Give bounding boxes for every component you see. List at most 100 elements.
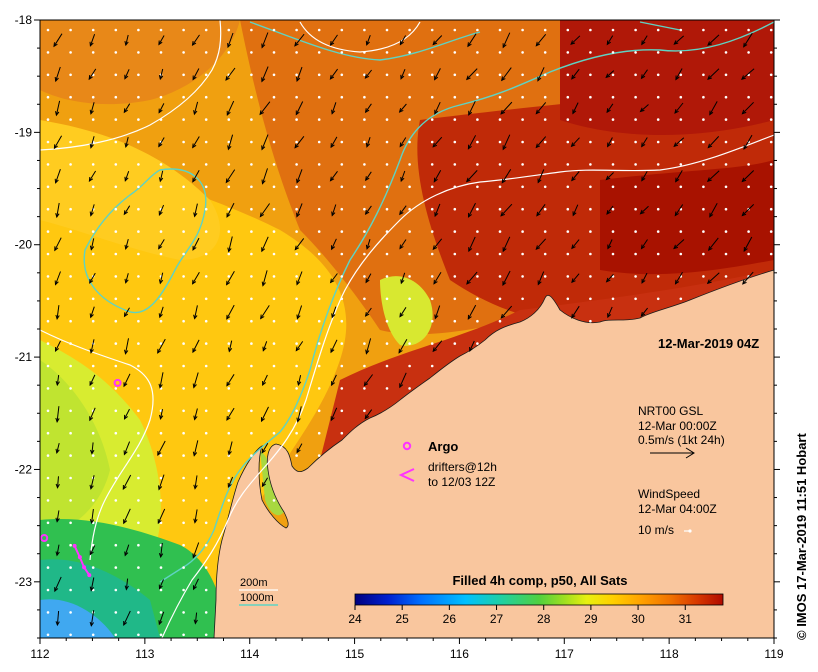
current-dot [566, 185, 570, 189]
x-tick-label: 118 [660, 647, 679, 661]
current-dot [137, 387, 140, 390]
wind-arrow [296, 443, 303, 454]
current-dot [589, 28, 592, 32]
wind-arrow [467, 304, 477, 320]
wind-arrow [364, 205, 372, 216]
current-dot [69, 95, 72, 99]
current-dot [363, 230, 366, 233]
current-dot [182, 521, 185, 525]
wind-arrow [261, 168, 268, 185]
current-dot [250, 230, 253, 233]
current-dot [46, 387, 50, 390]
current-dot [227, 275, 231, 278]
wind-arrow [294, 135, 305, 149]
current-dot [114, 73, 118, 77]
current-dot [159, 118, 163, 121]
wind-arrow [500, 203, 513, 217]
wind-arrow [398, 103, 407, 113]
current-dot [385, 185, 389, 189]
current-dot [611, 73, 615, 77]
current-dot [611, 230, 615, 233]
current-dot [227, 454, 231, 457]
current-dot [363, 207, 366, 211]
current-dot [408, 95, 411, 99]
current-dot [611, 207, 615, 211]
wind-arrow [89, 475, 95, 490]
current-dot [46, 51, 50, 54]
current-dot [476, 140, 479, 144]
wind-arrow [123, 205, 131, 216]
current-dot [611, 163, 615, 166]
wind-arrow [296, 66, 303, 82]
wind-arrow [434, 203, 441, 218]
wind-arrow [434, 68, 441, 81]
current-dot [227, 431, 231, 435]
current-dot [430, 364, 434, 368]
current-dot [363, 342, 366, 345]
colorbar-tick-label: 27 [490, 612, 504, 626]
wind-arrow [158, 68, 164, 81]
current-dot [679, 185, 683, 189]
wind-arrow [640, 307, 648, 317]
wind-arrow [262, 374, 268, 387]
wind-arrow [55, 476, 60, 489]
current-dot [340, 275, 344, 278]
wind-arrow [329, 273, 338, 284]
current-dot [137, 275, 140, 278]
wind-arrow [329, 68, 339, 80]
wind-arrow [296, 406, 302, 423]
wind-arrow [158, 170, 164, 183]
current-dot [521, 51, 524, 54]
current-dot [114, 297, 118, 301]
current-dot [295, 28, 298, 32]
wind-arrow [260, 305, 270, 320]
current-dot [227, 476, 231, 480]
wind-arrow [297, 374, 302, 387]
current-dot [611, 118, 615, 121]
current-dot [476, 185, 479, 189]
current-dot [543, 73, 547, 77]
wind-arrow [193, 475, 198, 490]
wind-scale-label: 10 m/s [638, 523, 674, 537]
current-dot [408, 342, 411, 345]
colorbar-tick-label: 30 [631, 612, 645, 626]
wind-arrow [226, 100, 235, 116]
current-dot [182, 28, 185, 32]
current-dot [137, 230, 140, 233]
current-dot [69, 431, 72, 435]
wind-time-label: 12-Mar 04:00Z [638, 502, 717, 516]
current-dot [634, 163, 637, 166]
wind-arrow [641, 272, 648, 284]
current-dot [476, 51, 479, 54]
wind-arrow [89, 577, 95, 592]
wind-arrow [89, 136, 95, 149]
current-dot [272, 230, 276, 233]
wind-arrow [365, 171, 372, 182]
current-dot [363, 51, 366, 54]
wind-arrow [193, 101, 199, 116]
current-dot [272, 364, 276, 368]
current-dot [137, 28, 140, 32]
wind-arrow [365, 137, 371, 148]
wind-arrow [466, 271, 478, 285]
wind-arrow [741, 101, 754, 115]
current-dot [317, 73, 321, 77]
current-dot [250, 28, 253, 32]
wind-arrow [365, 273, 372, 284]
current-dot [430, 51, 434, 54]
current-dot [46, 297, 50, 301]
wind-arrow [55, 544, 60, 557]
wind-arrow [330, 407, 338, 422]
current-dot [476, 319, 479, 323]
current-dot [340, 73, 344, 77]
wind-arrow [259, 203, 271, 218]
current-dot [611, 95, 615, 99]
current-dot [543, 207, 547, 211]
current-dot [204, 252, 208, 256]
current-dot [91, 566, 95, 569]
current-dot [702, 207, 705, 211]
current-dot [250, 275, 253, 278]
current-dot [204, 51, 208, 54]
current-dot [69, 207, 72, 211]
current-dot [521, 207, 524, 211]
